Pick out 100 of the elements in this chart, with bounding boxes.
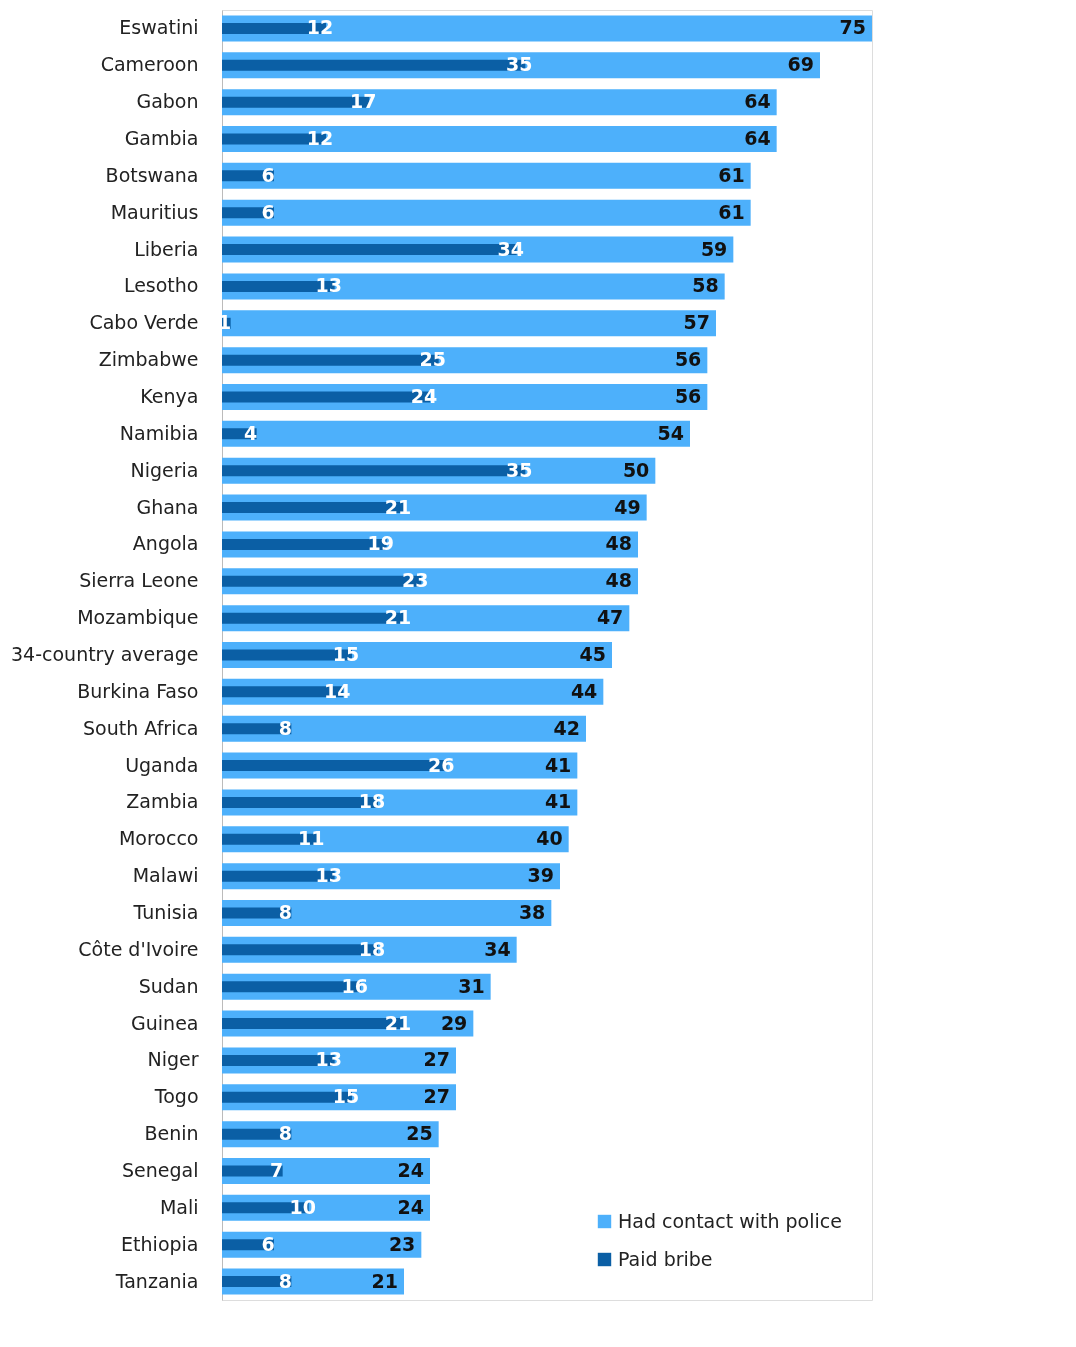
data-label: 57 (683, 311, 710, 334)
data-label: 15 (332, 1085, 360, 1108)
data-label: 34 (497, 237, 524, 260)
data-label: 48 (605, 532, 632, 555)
data-label: 23 (402, 569, 429, 592)
data-label: 11 (298, 827, 325, 850)
data-label: 25 (406, 1122, 433, 1145)
data-label: 24 (410, 385, 438, 407)
data-label: 19 (367, 532, 394, 555)
bar (222, 715, 586, 742)
data-label: 27 (423, 1085, 450, 1108)
y-tick-label: Benin (144, 1122, 199, 1145)
y-tick-label: Botswana (105, 163, 199, 186)
y-tick-label: Gabon (136, 90, 199, 113)
y-tick-label: Lesotho (123, 274, 199, 297)
bar (222, 900, 552, 926)
data-label: 6 (261, 200, 275, 223)
data-label: 48 (605, 569, 632, 592)
y-tick-label: Namibia (119, 421, 199, 444)
legend-label: Had contact with police (618, 1209, 842, 1232)
data-label: 50 (622, 458, 650, 481)
y-tick-label: Malawi (132, 864, 199, 887)
bar (222, 310, 716, 337)
data-label: 29 (440, 1011, 468, 1034)
y-tick-label: Nigeria (130, 458, 199, 481)
data-label: 64 (744, 90, 771, 113)
bar (222, 126, 777, 152)
data-label: 69 (787, 53, 814, 76)
data-label: 8 (278, 901, 292, 923)
data-label: 61 (718, 163, 745, 186)
y-tick-label: Kenya (140, 385, 199, 407)
y-tick-label: South Africa (83, 716, 199, 739)
bar (222, 1165, 283, 1177)
data-label: 8 (278, 1269, 292, 1292)
y-tick-label: Uganda (125, 753, 199, 776)
y-tick-label: Niger (147, 1048, 199, 1071)
data-label: 24 (397, 1195, 424, 1218)
data-label: 39 (527, 864, 554, 887)
data-label: 6 (261, 1232, 275, 1255)
legend-label: Paid bribe (618, 1247, 713, 1270)
data-label: 45 (579, 643, 606, 665)
y-tick-label: Tunisia (132, 901, 199, 923)
y-tick-label: Cabo Verde (89, 311, 199, 334)
bar (222, 199, 751, 226)
data-label: 49 (614, 495, 641, 518)
data-label: 61 (718, 200, 745, 223)
y-tick-label: Eswatini (119, 16, 199, 39)
data-label: 27 (423, 1048, 450, 1071)
data-label: 7 (270, 1159, 284, 1181)
y-tick-label: Sudan (138, 974, 199, 997)
y-tick-label: Cameroon (100, 53, 199, 76)
data-label: 13 (315, 864, 342, 887)
data-label: 38 (518, 901, 546, 923)
y-tick-label: Gambia (124, 127, 199, 149)
data-label: 12 (306, 16, 334, 39)
data-label: 35 (506, 458, 533, 481)
data-label: 24 (397, 1159, 424, 1181)
data-label: 64 (744, 127, 771, 149)
y-tick-label: Zimbabwe (98, 348, 199, 371)
data-label: 56 (674, 348, 702, 371)
y-tick-label: Mozambique (77, 606, 199, 629)
data-label: 41 (544, 753, 572, 776)
data-label: 4 (244, 421, 258, 444)
y-tick-label: Côte d'Ivoire (78, 937, 199, 960)
y-tick-label: Ethiopia (121, 1232, 199, 1255)
data-label: 59 (700, 237, 728, 260)
data-label: 25 (419, 348, 446, 371)
data-label: 31 (458, 974, 485, 997)
y-tick-label: Mali (159, 1195, 199, 1218)
data-label: 16 (341, 974, 368, 997)
y-tick-label: Angola (132, 532, 199, 555)
y-tick-label: Guinea (131, 1011, 199, 1034)
data-label: 8 (278, 716, 292, 739)
data-label: 13 (315, 274, 342, 297)
bar (222, 162, 751, 189)
data-label: 21 (384, 606, 412, 629)
y-tick-label: 34-country average (10, 643, 199, 665)
data-label: 12 (306, 127, 334, 149)
data-label: 6 (261, 163, 275, 186)
data-label: 18 (358, 937, 386, 960)
y-tick-label: Mauritius (110, 200, 199, 223)
y-tick-label: Tanzania (114, 1269, 199, 1292)
y-tick-label: Morocco (118, 827, 199, 850)
y-tick-label: Liberia (134, 237, 199, 260)
data-label: 15 (332, 643, 360, 665)
y-tick-label: Burkina Faso (77, 679, 199, 702)
data-label: 14 (324, 679, 351, 702)
data-label: 34 (484, 937, 511, 960)
data-label: 8 (278, 1122, 292, 1145)
y-tick-label: Sierra Leone (79, 569, 199, 592)
data-label: 41 (544, 790, 572, 813)
data-label: 13 (315, 1048, 342, 1071)
data-label: 75 (839, 16, 866, 39)
data-label: 47 (596, 606, 624, 629)
data-label: 26 (428, 753, 455, 776)
bar (222, 273, 725, 300)
data-label: 54 (657, 421, 684, 444)
data-label: 58 (692, 274, 719, 297)
data-label: 42 (553, 716, 580, 739)
y-tick-label: Zambia (126, 790, 199, 813)
